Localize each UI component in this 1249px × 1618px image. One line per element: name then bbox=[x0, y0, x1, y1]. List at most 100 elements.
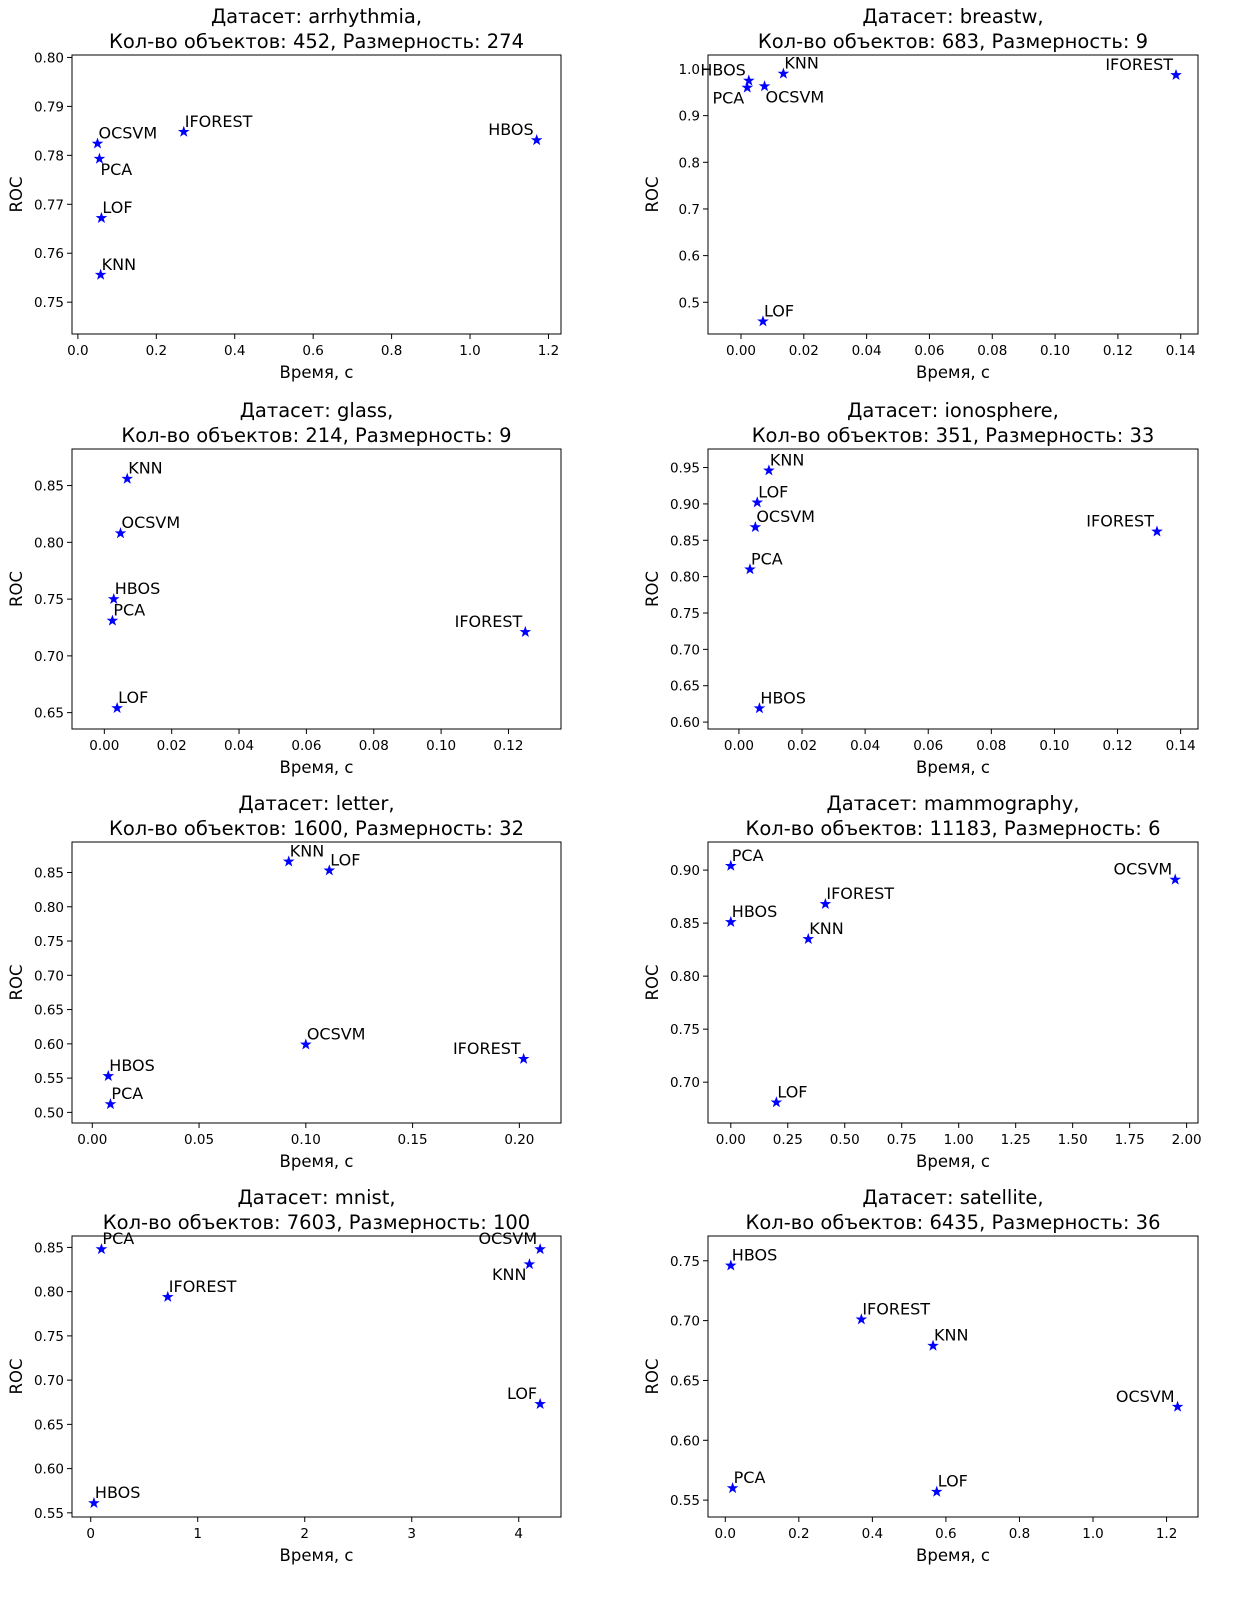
data-point-marker bbox=[93, 152, 106, 164]
data-point-marker bbox=[741, 81, 754, 93]
data-point-label: LOF bbox=[330, 850, 360, 869]
data-point-marker bbox=[1169, 873, 1182, 885]
y-tick-label: 0.5 bbox=[679, 295, 700, 311]
plot-area-frame bbox=[71, 1235, 562, 1518]
x-tick-label: 1.2 bbox=[1156, 1526, 1177, 1542]
data-point-label: LOF bbox=[758, 482, 788, 501]
y-tick-label: 0.75 bbox=[34, 295, 64, 311]
data-point-marker bbox=[726, 1482, 739, 1494]
x-tick-label: 0.06 bbox=[914, 343, 944, 359]
data-point-label: IFOREST bbox=[455, 612, 523, 631]
chart-panel: Датасет: mnist,Кол-во объектов: 7603, Ра… bbox=[7, 1186, 562, 1565]
x-tick-label: 0.10 bbox=[426, 738, 456, 754]
chart-title-line1: Датасет: ionosphere, bbox=[847, 399, 1059, 422]
data-point-label: HBOS bbox=[95, 1483, 140, 1502]
x-tick-label: 0.0 bbox=[67, 343, 88, 359]
y-tick-label: 0.65 bbox=[34, 1003, 64, 1019]
data-point-label: HBOS bbox=[109, 1056, 154, 1075]
plot-area-frame bbox=[71, 54, 562, 335]
data-point-marker bbox=[744, 563, 756, 575]
y-tick-label: 0.80 bbox=[670, 969, 700, 985]
x-tick-label: 0.12 bbox=[493, 738, 523, 754]
data-point-label: PCA bbox=[113, 601, 145, 620]
chart-title-line1: Датасет: mnist, bbox=[237, 1186, 395, 1209]
data-point-marker bbox=[1171, 1400, 1184, 1412]
x-tick-label: 1.25 bbox=[1001, 1132, 1031, 1148]
data-point-label: KNN bbox=[770, 450, 804, 469]
y-axis-label: ROC bbox=[643, 571, 662, 607]
x-tick-label: 0.8 bbox=[1009, 1526, 1030, 1542]
data-point-label: KNN bbox=[784, 54, 818, 73]
y-tick-label: 0.95 bbox=[670, 461, 700, 477]
y-tick-label: 0.60 bbox=[34, 1037, 64, 1053]
data-point-marker bbox=[724, 1259, 737, 1271]
x-tick-label: 0.06 bbox=[291, 738, 321, 754]
data-point-label: OCSVM bbox=[1116, 1387, 1175, 1406]
data-point-marker bbox=[121, 472, 134, 484]
x-tick-label: 0.25 bbox=[773, 1132, 803, 1148]
x-tick-label: 0.20 bbox=[504, 1132, 534, 1148]
y-tick-label: 0.76 bbox=[34, 246, 64, 262]
data-point-label: OCSVM bbox=[307, 1025, 366, 1044]
y-axis-label: ROC bbox=[643, 965, 662, 1001]
plot-area-frame bbox=[707, 841, 1199, 1124]
y-tick-label: 0.75 bbox=[670, 1022, 700, 1038]
chart-title-line2: Кол-во объектов: 683, Размерность: 9 bbox=[758, 30, 1148, 53]
y-tick-label: 0.50 bbox=[34, 1105, 64, 1121]
data-point-label: IFOREST bbox=[169, 1277, 237, 1296]
x-axis-label: Время, с bbox=[916, 363, 990, 382]
data-point-label: KNN bbox=[102, 255, 136, 274]
chart-title-line2: Кол-во объектов: 351, Размерность: 33 bbox=[752, 424, 1155, 447]
y-tick-label: 0.80 bbox=[34, 900, 64, 916]
x-tick-label: 0.08 bbox=[977, 343, 1007, 359]
data-point-marker bbox=[95, 211, 108, 223]
chart-title-line1: Датасет: letter, bbox=[238, 792, 394, 815]
x-tick-label: 1.2 bbox=[538, 343, 559, 359]
x-tick-label: 0.14 bbox=[1166, 738, 1196, 754]
data-point-label: HBOS bbox=[700, 61, 745, 80]
data-point-marker bbox=[517, 1052, 530, 1064]
chart-title-line2: Кол-во объектов: 214, Размерность: 9 bbox=[121, 424, 511, 447]
x-tick-label: 0.4 bbox=[862, 1526, 883, 1542]
y-axis-label: ROC bbox=[643, 1359, 662, 1395]
y-tick-label: 0.75 bbox=[34, 1329, 64, 1345]
data-point-label: OCSVM bbox=[1114, 860, 1173, 879]
data-point-marker bbox=[282, 855, 295, 867]
y-tick-label: 0.85 bbox=[670, 916, 700, 932]
y-tick-label: 0.79 bbox=[34, 99, 64, 115]
x-tick-label: 1.50 bbox=[1058, 1132, 1088, 1148]
data-point-label: IFOREST bbox=[1086, 512, 1154, 531]
data-point-marker bbox=[724, 859, 737, 871]
x-tick-label: 1.0 bbox=[1082, 1526, 1103, 1542]
x-tick-label: 0.06 bbox=[913, 738, 943, 754]
y-axis-label: ROC bbox=[643, 177, 662, 213]
data-point-label: OCSVM bbox=[98, 124, 157, 143]
x-tick-label: 0.08 bbox=[359, 738, 389, 754]
y-tick-label: 0.60 bbox=[670, 1433, 700, 1449]
y-tick-label: 0.60 bbox=[34, 1462, 64, 1478]
x-axis-label: Время, с bbox=[280, 363, 354, 382]
data-point-marker bbox=[1151, 525, 1163, 537]
x-tick-label: 0.00 bbox=[77, 1132, 107, 1148]
data-point-marker bbox=[94, 268, 107, 280]
data-point-marker bbox=[930, 1485, 943, 1497]
data-point-label: LOF bbox=[938, 1472, 968, 1491]
x-tick-label: 0.02 bbox=[789, 343, 819, 359]
data-point-marker bbox=[106, 614, 119, 626]
chart-panel: Датасет: ionosphere,Кол-во объектов: 351… bbox=[643, 399, 1199, 777]
data-point-marker bbox=[534, 1397, 546, 1409]
data-point-marker bbox=[534, 1243, 546, 1255]
y-tick-label: 0.60 bbox=[670, 715, 700, 731]
x-tick-label: 1.00 bbox=[944, 1132, 974, 1148]
y-tick-label: 0.78 bbox=[34, 148, 64, 164]
data-point-marker bbox=[523, 1258, 536, 1270]
x-axis-label: Время, с bbox=[280, 1152, 354, 1171]
chart-title-line2: Кол-во объектов: 7603, Размерность: 100 bbox=[103, 1211, 530, 1234]
data-point-label: IFOREST bbox=[826, 884, 894, 903]
chart-title-line1: Датасет: glass, bbox=[240, 399, 394, 422]
y-tick-label: 0.65 bbox=[34, 1417, 64, 1433]
data-point-label: PCA bbox=[732, 846, 764, 865]
chart-title-line2: Кол-во объектов: 11183, Размерность: 6 bbox=[746, 817, 1161, 840]
x-tick-label: 0.0 bbox=[715, 1526, 736, 1542]
x-tick-label: 0.75 bbox=[887, 1132, 917, 1148]
